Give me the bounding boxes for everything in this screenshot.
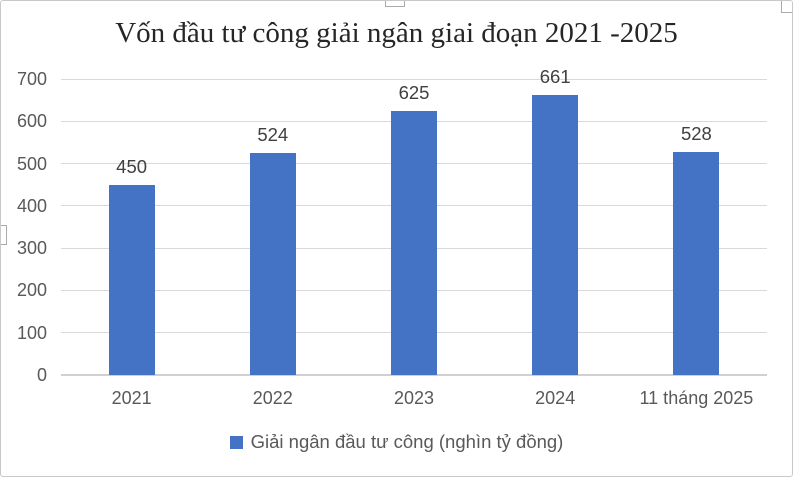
y-axis-tick-label: 500: [16, 153, 47, 174]
data-label: 450: [116, 155, 148, 177]
bar[interactable]: [249, 153, 296, 375]
data-label: 528: [680, 122, 712, 144]
data-label: 661: [539, 66, 571, 88]
legend-marker-icon: [229, 435, 243, 449]
x-axis-label: 2024: [535, 388, 576, 408]
chart-title[interactable]: Vốn đầu tư công giải ngân giai đoạn 2021…: [115, 17, 678, 49]
gridline: [61, 78, 767, 80]
bar[interactable]: [532, 95, 579, 375]
y-axis-tick-label: 200: [16, 280, 47, 301]
legend[interactable]: Giải ngân đầu tư công (nghìn tỷ đồng): [1, 431, 792, 453]
data-label: 524: [257, 124, 289, 146]
resize-handle-top-right[interactable]: [781, 1, 792, 13]
bar[interactable]: [108, 184, 155, 375]
x-axis-label: 11 tháng 2025: [639, 388, 754, 408]
x-axis-label: 2022: [252, 388, 293, 408]
y-axis-tick-label: 0: [36, 365, 47, 385]
y-axis-tick-label: 100: [16, 322, 47, 343]
resize-handle-top[interactable]: [385, 1, 405, 7]
x-axis-label: 2021: [111, 388, 152, 408]
y-axis-tick-label: 700: [16, 69, 47, 89]
bar[interactable]: [391, 110, 437, 375]
legend-label: Giải ngân đầu tư công (nghìn tỷ đồng): [250, 431, 564, 452]
y-axis-tick-label: 400: [16, 195, 47, 216]
x-axis-line: [61, 374, 767, 376]
y-axis-tick-label: 300: [16, 238, 47, 259]
resize-handle-left[interactable]: [1, 225, 7, 245]
y-axis-tick-label: 600: [16, 111, 47, 132]
bar[interactable]: [673, 151, 720, 375]
x-axis-label: 2023: [393, 388, 434, 408]
data-label: 625: [398, 81, 430, 103]
